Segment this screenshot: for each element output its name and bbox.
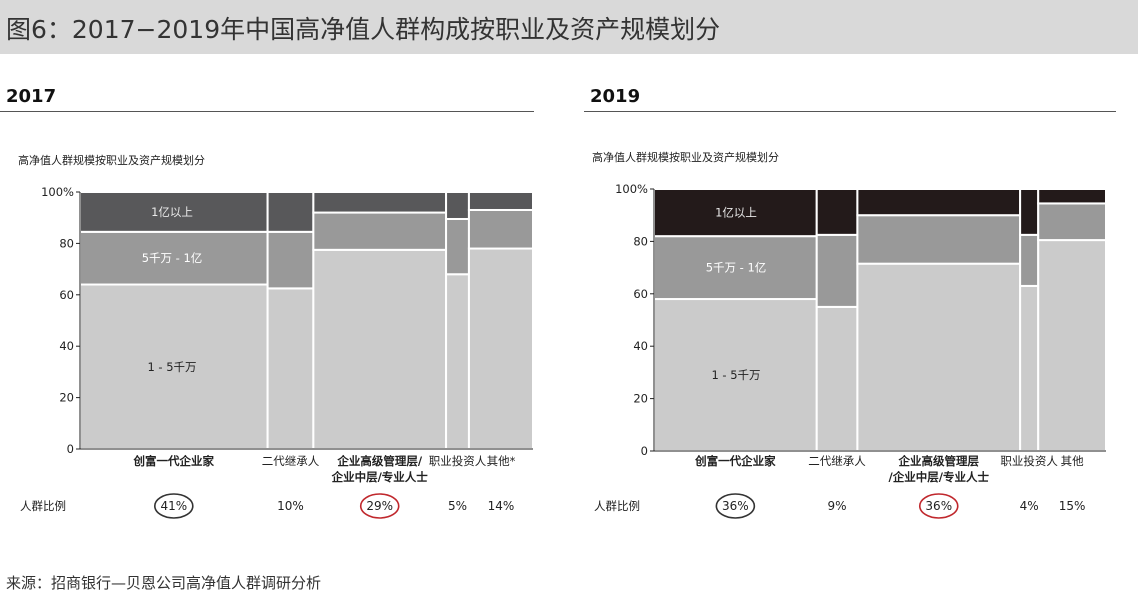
source-note: 来源：招商银行—贝恩公司高净值人群调研分析 bbox=[6, 574, 322, 592]
y-tick-label-2019-2: 40 bbox=[633, 339, 648, 353]
figure-title: 图6：2017−2019年中国高净值人群构成按职业及资产规模划分 bbox=[6, 15, 721, 44]
share-label-2019-0: 36% bbox=[722, 499, 749, 513]
y-tick-label-2017-3: 60 bbox=[59, 288, 74, 302]
marimekko-chart-2019: 创富一代企业家 36% 二代继承人 9% 企业高级管理层/企业中层/专业人士 36% 职业投… bbox=[594, 182, 1107, 519]
y-tick-label-2017-1: 20 bbox=[59, 391, 74, 405]
segment-2017-4-0 bbox=[467, 247, 534, 450]
share-circle-2019-0 bbox=[715, 493, 756, 519]
y-tick-label-2019-0: 0 bbox=[641, 444, 648, 458]
band-label-2019-2: 1亿以上 bbox=[715, 206, 757, 220]
segment-2019-2-1 bbox=[856, 214, 1022, 265]
share-label-2017-3: 5% bbox=[448, 499, 467, 513]
share-label-2017-0: 41% bbox=[160, 499, 187, 513]
y-tick-label-2017-4: 80 bbox=[59, 236, 74, 250]
segment-2017-0-2 bbox=[79, 191, 269, 233]
panel-year-2019: 2019 bbox=[590, 86, 641, 107]
share-label-2019-4: 15% bbox=[1059, 499, 1086, 513]
category-label-2019-2: /企业中层/专业人士 bbox=[889, 470, 990, 484]
segment-2019-3-1 bbox=[1019, 233, 1040, 287]
category-label-2017-1: 二代继承人 bbox=[262, 454, 320, 468]
segment-2019-2-0 bbox=[856, 262, 1022, 453]
y-tick-label-2017-2: 40 bbox=[59, 339, 74, 353]
category-label-2017-2: 企业中层/专业人士 bbox=[331, 470, 429, 484]
y-tick-label-2019-5: 100% bbox=[615, 182, 648, 196]
panel-rule-2017 bbox=[0, 111, 534, 112]
y-tick-label-2019-3: 60 bbox=[633, 287, 648, 301]
figure-title-bar: 图6：2017−2019年中国高净值人群构成按职业及资产规模划分 bbox=[0, 0, 1138, 54]
panel-rule-2019 bbox=[584, 111, 1116, 112]
share-circle-2017-2 bbox=[359, 493, 400, 519]
share-label-2019-3: 4% bbox=[1020, 499, 1039, 513]
share-label-2017-1: 10% bbox=[277, 499, 304, 513]
segment-2019-0-2 bbox=[653, 188, 818, 238]
marimekko-chart-2017: 创富一代企业家 41% 二代继承人 10% 企业高级管理层/企业中层/专业人士 29% 职业… bbox=[20, 185, 534, 519]
share-row-label-2017: 人群比例 bbox=[20, 499, 66, 513]
category-label-2019-3: 职业投资人 bbox=[1000, 454, 1058, 468]
share-label-2017-2: 29% bbox=[366, 499, 393, 513]
segment-2019-3-0 bbox=[1019, 284, 1040, 452]
band-label-2019-1: 5千万 - 1亿 bbox=[706, 261, 767, 275]
segment-2017-4-1 bbox=[467, 208, 534, 250]
segment-2019-1-2 bbox=[815, 188, 859, 236]
band-label-2019-0: 1 - 5千万 bbox=[711, 368, 760, 382]
category-label-2019-4: 其他 bbox=[1061, 454, 1084, 468]
y-tick-label-2019-4: 80 bbox=[633, 234, 648, 248]
chart-subtitle-2017: 高净值人群规模按职业及资产规模划分 bbox=[18, 154, 205, 167]
segment-2017-2-0 bbox=[312, 248, 448, 450]
category-label-2019-0: 创富一代企业家 bbox=[694, 454, 776, 468]
segment-2019-1-1 bbox=[815, 233, 859, 308]
y-tick-label-2017-0: 0 bbox=[67, 442, 74, 456]
share-circle-2019-2 bbox=[918, 493, 959, 519]
chart-subtitle-2019: 高净值人群规模按职业及资产规模划分 bbox=[592, 151, 779, 164]
y-tick-label-2017-5: 100% bbox=[41, 185, 74, 199]
category-label-2017-4: 其他* bbox=[487, 454, 516, 468]
share-label-2019-2: 36% bbox=[925, 499, 952, 513]
segment-2017-4-2 bbox=[467, 191, 534, 211]
segment-2019-4-1 bbox=[1037, 202, 1107, 242]
segment-2019-3-2 bbox=[1019, 188, 1040, 236]
category-label-2017-3: 职业投资人 bbox=[429, 454, 487, 468]
category-label-2017-2: 企业高级管理层/ bbox=[336, 454, 422, 468]
share-label-2017-4: 14% bbox=[488, 499, 515, 513]
share-circle-2017-0 bbox=[154, 493, 194, 519]
segment-2019-4-2 bbox=[1037, 188, 1107, 205]
panel-year-2017: 2017 bbox=[6, 86, 57, 107]
band-label-2017-0: 1 - 5千万 bbox=[147, 360, 196, 374]
band-label-2017-2: 1亿以上 bbox=[151, 205, 193, 219]
segment-2019-2-2 bbox=[856, 188, 1022, 217]
band-label-2017-1: 5千万 - 1亿 bbox=[142, 251, 203, 265]
category-label-2017-0: 创富一代企业家 bbox=[133, 454, 215, 468]
y-tick-label-2019-1: 20 bbox=[633, 392, 648, 406]
share-label-2019-1: 9% bbox=[828, 499, 847, 513]
share-row-label-2019: 人群比例 bbox=[594, 499, 640, 513]
category-label-2019-1: 二代继承人 bbox=[808, 454, 866, 468]
segment-2019-4-0 bbox=[1037, 239, 1107, 452]
segment-2019-1-0 bbox=[815, 305, 859, 452]
category-label-2019-2: 企业高级管理层 bbox=[898, 454, 980, 468]
